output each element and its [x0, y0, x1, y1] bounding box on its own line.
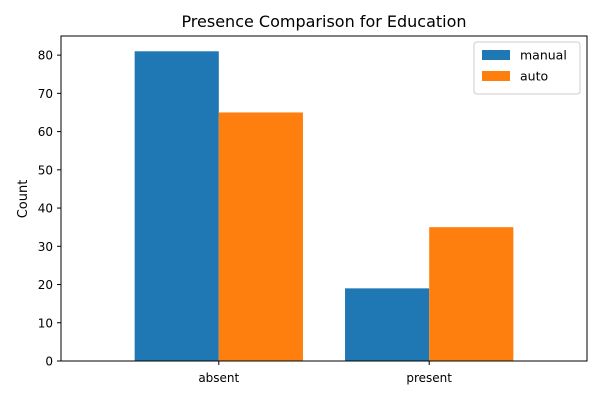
y-axis-ticks: 0 10 20 30 40 50 60 70 80 [38, 49, 61, 369]
legend-swatch-auto [482, 71, 510, 81]
y-tick-label: 60 [38, 125, 53, 139]
legend-swatch-manual [482, 50, 510, 60]
legend-label-auto: auto [520, 69, 548, 84]
bar-manual-absent [134, 51, 219, 361]
y-tick-label: 10 [38, 316, 53, 330]
x-tick-label: present [406, 371, 452, 385]
bar-auto-present [429, 227, 514, 361]
y-tick-label: 50 [38, 163, 53, 177]
legend: manual auto [473, 41, 581, 95]
y-tick-label: 80 [38, 49, 53, 63]
plot-area-frame [60, 35, 588, 362]
y-tick-label: 40 [38, 202, 53, 216]
legend-label-manual: manual [520, 48, 567, 63]
bar-auto-absent [218, 112, 303, 362]
y-tick-label: 30 [38, 240, 53, 254]
chart-title: Presence Comparison for Education [181, 12, 466, 31]
y-axis-label: Count [16, 180, 31, 219]
y-tick-label: 0 [45, 355, 53, 369]
x-tick-label: absent [198, 371, 239, 385]
x-axis-ticks: absent present [198, 361, 452, 385]
y-tick-label: 70 [38, 87, 53, 101]
bars-group [134, 51, 514, 362]
bar-manual-present [345, 288, 430, 361]
y-tick-label: 20 [38, 278, 53, 292]
